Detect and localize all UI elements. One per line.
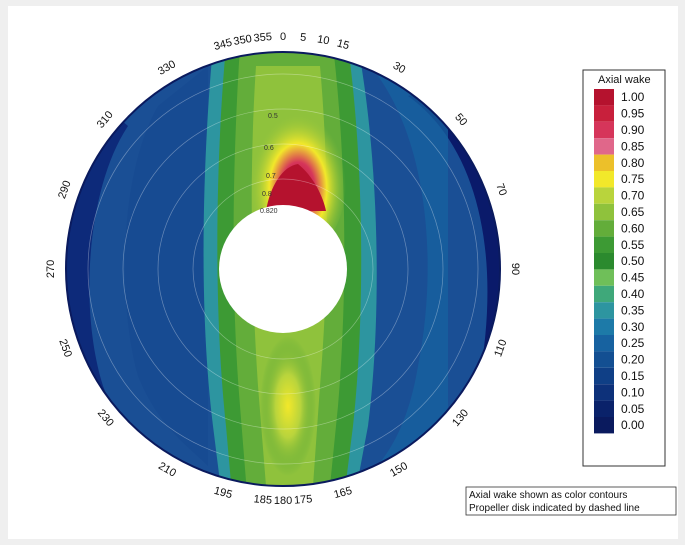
legend-swatch — [594, 302, 614, 319]
contour-tag: 0.8 — [262, 191, 272, 198]
legend-level-label: 0.35 — [621, 303, 645, 317]
contour-tag: 0.820 — [260, 208, 278, 215]
contour-peak — [266, 164, 326, 211]
angle-label: 350 — [233, 33, 253, 48]
legend-swatch — [594, 89, 614, 106]
note-line-1: Axial wake shown as color contours — [469, 490, 627, 501]
angle-label: 250 — [56, 338, 74, 359]
angle-label: 150 — [388, 460, 410, 480]
angle-label: 5 — [300, 32, 307, 44]
legend-level-label: 0.10 — [621, 385, 645, 399]
angle-label: 345 — [213, 37, 234, 53]
legend-swatch — [594, 367, 614, 385]
legend-swatch — [594, 318, 614, 335]
contour-tag: 0.6 — [264, 145, 274, 152]
contour-right-mid — [368, 66, 448, 476]
angle-label: 185 — [253, 493, 272, 507]
legend-swatch — [594, 236, 614, 253]
angle-label: 180 — [274, 495, 292, 507]
angle-label: 50 — [452, 111, 469, 128]
legend-level-label: 0.85 — [621, 139, 645, 153]
note-frame — [465, 486, 677, 516]
legend-level-label: 0.05 — [621, 402, 645, 416]
radial-grid — [87, 73, 479, 465]
angle-label: 175 — [294, 493, 313, 507]
legend-level-label: 1.00 — [621, 90, 645, 104]
legend-level-label: 0.25 — [621, 336, 645, 350]
legend-swatch — [594, 121, 614, 139]
legend-level-label: 0.15 — [621, 369, 645, 383]
contour-tag: 0.5 — [268, 113, 278, 120]
legend-level-label: 0.40 — [621, 287, 645, 301]
legend-swatch — [594, 171, 614, 188]
legend-level-label: 0.50 — [621, 254, 645, 268]
angle-label: 290 — [56, 179, 74, 200]
angle-label: 270 — [45, 260, 57, 278]
legend-swatch — [594, 335, 614, 352]
angle-label: 10 — [316, 33, 330, 47]
legend-swatch — [594, 203, 614, 221]
contour-tags: 0.5 0.6 0.7 0.8 0.820 — [260, 113, 278, 215]
angle-label: 355 — [253, 31, 272, 45]
note-line-2: Propeller disk indicated by dashed line — [469, 503, 640, 514]
angle-label: 330 — [156, 58, 178, 78]
angle-label: 130 — [450, 407, 471, 429]
angle-label: 70 — [493, 182, 508, 198]
contour-left-mid — [124, 66, 208, 466]
legend: Axial wake 1.00 0.95 0.90 0.85 0.80 0.75 0.70 0… — [582, 69, 666, 467]
angle-label: 90 — [509, 263, 521, 275]
legend-swatch — [594, 285, 614, 303]
hub-hole — [219, 205, 347, 333]
legend-level-label: 0.65 — [621, 205, 645, 219]
legend-level-label: 0.60 — [621, 221, 645, 235]
legend-level-label: 0.75 — [621, 172, 645, 186]
legend-level-label: 0.30 — [621, 320, 645, 334]
legend-level-label: 0.90 — [621, 123, 645, 137]
angle-label: 310 — [95, 109, 116, 131]
legend-swatch — [594, 187, 614, 204]
angle-label: 15 — [336, 37, 351, 52]
legend-swatch — [594, 400, 614, 417]
legend-level-label: 0.95 — [621, 107, 645, 121]
angle-label: 195 — [213, 485, 234, 501]
angle-label: 30 — [391, 60, 408, 77]
angle-label: 230 — [95, 407, 116, 429]
legend-level-label: 0.70 — [621, 189, 645, 203]
angle-label: 110 — [492, 338, 509, 359]
legend-swatch — [594, 253, 614, 270]
legend-swatch — [594, 105, 614, 122]
legend-swatch — [594, 417, 614, 434]
legend-swatch — [594, 269, 614, 286]
legend-level-label: 0.20 — [621, 353, 645, 367]
legend-level-label: 0.45 — [621, 271, 645, 285]
legend-swatch — [594, 351, 614, 368]
legend-title: Axial wake — [598, 74, 651, 86]
angle-label: 165 — [333, 485, 354, 501]
contour-lower-yellow — [260, 336, 316, 476]
angle-label: 210 — [156, 460, 178, 480]
angle-label: 0 — [280, 31, 286, 43]
legend-swatch — [594, 154, 614, 171]
legend-swatches: 1.00 0.95 0.90 0.85 0.80 0.75 0.70 0.65 0.60 0.55… — [594, 89, 645, 434]
legend-level-label: 0.80 — [621, 156, 645, 170]
note-box: Axial wake shown as color contours Prope… — [465, 486, 677, 516]
wake-contour-chart: 0.5 0.6 0.7 0.8 0.820 0 5 10 15 30 50 70 90 110 1… — [45, 31, 677, 516]
legend-swatch — [594, 220, 614, 237]
legend-level-label: 0.00 — [621, 418, 645, 432]
legend-swatch — [594, 138, 614, 155]
figure-frame: 0.5 0.6 0.7 0.8 0.820 0 5 10 15 30 50 70 90 110 1… — [8, 6, 678, 539]
disk-rim — [65, 51, 501, 487]
legend-level-label: 0.55 — [621, 238, 645, 252]
legend-swatch — [594, 384, 614, 401]
contour-tag: 0.7 — [266, 173, 276, 180]
